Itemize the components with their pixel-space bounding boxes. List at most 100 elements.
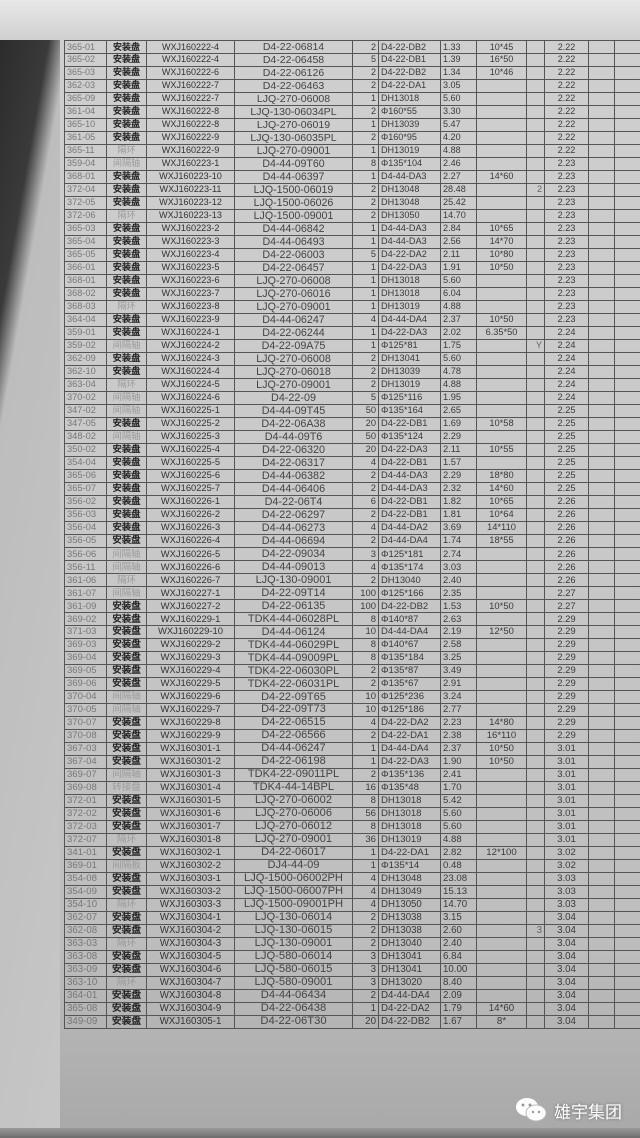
cell-extra [526, 300, 545, 314]
cell-code: 367-03 [64, 742, 107, 756]
table-row: 361-07 间隔轴 WXJ160227-1 D4-22-09T14 100 Φ125*1… [64, 586, 640, 600]
table-row: 349-09 安装盘 WXJ160305-1 D4-22-06T30 20 D4-22-D… [64, 1015, 640, 1029]
cell-code: 365-03 [64, 222, 107, 236]
cell-date: 2.23 [544, 300, 589, 314]
cell-code: 363-04 [64, 378, 107, 392]
cell-order-no: WXJ160223-10 [146, 170, 235, 184]
cell-date: 3.04 [544, 976, 589, 990]
table-row: 371-03 安装盘 WXJ160229-10 D4-44-06124 10 D4-44-… [64, 625, 640, 639]
cell-material: DH13041 [378, 950, 441, 964]
cell-empty [614, 1015, 640, 1029]
cell-empty [588, 521, 615, 535]
table-row: 365-03 安装盘 WXJ160223-2 D4-44-06842 1 D4-44-DA… [64, 222, 640, 236]
cell-qty: 1 [352, 261, 379, 275]
cell-extra [526, 144, 545, 158]
cell-qty: 4 [352, 885, 379, 899]
cell-date: 2.29 [544, 625, 589, 639]
cell-material: D4-22-DB1 [378, 417, 441, 431]
cell-code: 372-01 [64, 794, 107, 808]
cell-part-no: D4-22-06438 [234, 1002, 353, 1016]
cell-order-no: WXJ160304-5 [146, 950, 235, 964]
cell-date: 2.25 [544, 482, 589, 496]
cell-empty [588, 131, 615, 145]
cell-order-no: WXJ160302-2 [146, 859, 235, 873]
cell-type: 安装盘 [106, 482, 147, 496]
cell-order-no: WXJ160301-1 [146, 742, 235, 756]
cell-weight: 23.08 [440, 872, 477, 886]
cell-part-no: D4-44-06842 [234, 222, 353, 236]
cell-empty [614, 937, 640, 951]
cell-size [476, 274, 527, 288]
cell-part-no: TDK4-44-09009PL [234, 651, 353, 665]
cell-type: 安装盘 [106, 365, 147, 379]
table-row: 365-05 安装盘 WXJ160223-4 D4-22-06003 5 D4-22-DA… [64, 248, 640, 262]
cell-extra: 2 [526, 183, 545, 197]
cell-extra [526, 781, 545, 795]
table-row: 367-03 安装盘 WXJ160301-1 D4-44-06247 1 D4-44-DA… [64, 742, 640, 756]
cell-date: 3.01 [544, 755, 589, 769]
cell-date: 2.29 [544, 651, 589, 665]
cell-extra [526, 742, 545, 756]
cell-part-no: LJQ-270-06018 [234, 365, 353, 379]
cell-material: DH13019 [378, 378, 441, 392]
cell-material: D4-22-DB1 [378, 495, 441, 509]
cell-order-no: WXJ160223-6 [146, 274, 235, 288]
cell-date: 2.27 [544, 586, 589, 600]
cell-weight: 2.77 [440, 703, 477, 717]
cell-material: DH13018 [378, 807, 441, 821]
cell-size [476, 300, 527, 314]
cell-size: 16*50 [476, 53, 527, 67]
cell-material: DH13050 [378, 898, 441, 912]
cell-size [476, 196, 527, 210]
cell-extra [526, 209, 545, 223]
cell-size: 10*58 [476, 417, 527, 431]
cell-qty: 2 [352, 989, 379, 1003]
cell-extra [526, 196, 545, 210]
cell-size: 10*50 [476, 742, 527, 756]
cell-date: 2.22 [544, 105, 589, 119]
cell-size [476, 794, 527, 808]
cell-date: 3.04 [544, 1015, 589, 1029]
cell-date: 3.01 [544, 742, 589, 756]
table-row: 369-03 安装盘 WXJ160229-2 TDK4-44-06029PL 8 Φ140… [64, 638, 640, 652]
table-row: 370-05 间隔轴 WXJ160229-7 D4-22-09T73 10 Φ125*18… [64, 703, 640, 717]
cell-code: 354-10 [64, 898, 107, 912]
cell-qty: 2 [352, 105, 379, 119]
table-row: 365-07 安装盘 WXJ160225-7 D4-44-06406 2 D4-44-DA… [64, 482, 640, 496]
cell-type: 安装盘 [106, 469, 147, 483]
cell-extra [526, 430, 545, 444]
cell-type: 安装盘 [106, 287, 147, 301]
cell-type: 安装盘 [106, 118, 147, 132]
cell-material: D4-22-DA1 [378, 729, 441, 743]
cell-extra [526, 40, 545, 54]
cell-date: 3.04 [544, 937, 589, 951]
cell-code: 356-11 [64, 560, 107, 574]
cell-code: 368-03 [64, 300, 107, 314]
cell-qty: 4 [352, 521, 379, 535]
cell-part-no: D4-22-06297 [234, 508, 353, 522]
cell-order-no: WXJ160223-5 [146, 261, 235, 275]
cell-empty [614, 261, 640, 275]
cell-qty: 1 [352, 859, 379, 873]
cell-material: DH13048 [378, 196, 441, 210]
cell-type: 间隔轴 [106, 547, 147, 561]
cell-part-no: D4-22-06463 [234, 79, 353, 93]
cell-empty [614, 690, 640, 704]
cell-material: Φ135*124 [378, 430, 441, 444]
cell-qty: 8 [352, 794, 379, 808]
cell-code: 369-08 [64, 781, 107, 795]
cell-order-no: WXJ160304-9 [146, 1002, 235, 1016]
table-row: 362-10 安装盘 WXJ160224-4 LJQ-270-06018 2 DH1303… [64, 365, 640, 379]
cell-extra [526, 950, 545, 964]
cell-type: 安装盘 [106, 170, 147, 184]
cell-part-no: LJQ-270-09001 [234, 378, 353, 392]
cell-type: 安装盘 [106, 92, 147, 106]
cell-qty: 1 [352, 300, 379, 314]
cell-code: 363-10 [64, 976, 107, 990]
table-row: 348-02 间隔轴 WXJ160225-3 D4-44-09T6 50 Φ135*124… [64, 430, 640, 444]
cell-empty [588, 937, 615, 951]
cell-material: D4-44-DA3 [378, 469, 441, 483]
cell-code: 365-10 [64, 118, 107, 132]
cell-material: D4-44-DA3 [378, 235, 441, 249]
cell-empty [588, 859, 615, 873]
